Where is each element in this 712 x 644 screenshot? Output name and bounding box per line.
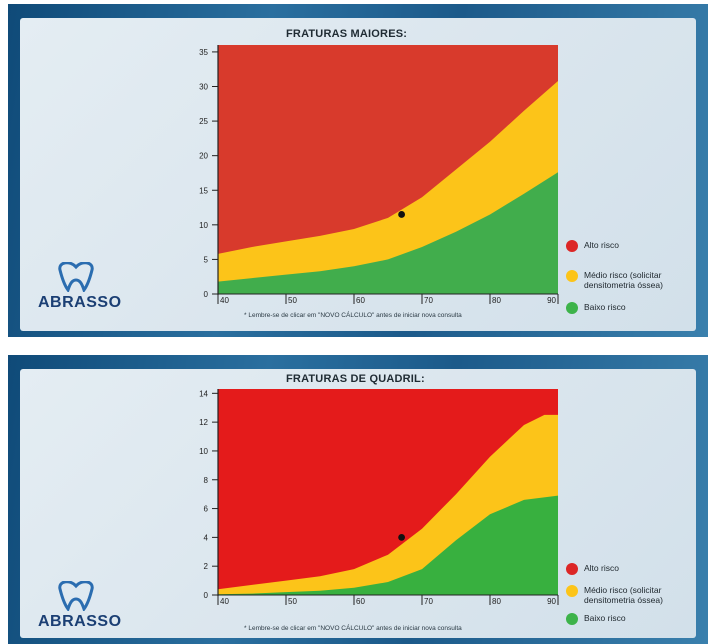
x-tick-label: 70 [424, 296, 433, 305]
y-tick-label: 0 [204, 591, 209, 600]
footnote: * Lembre-se de clicar em "NOVO CÁLCULO" … [244, 312, 462, 319]
tooth-logo-icon [58, 581, 94, 611]
legend-swatch [566, 302, 578, 314]
x-tick-label: 80 [492, 296, 501, 305]
x-tick-label: 40 [220, 296, 229, 305]
legend-label: Baixo risco [584, 613, 626, 623]
brand-name: ABRASSO [38, 294, 122, 311]
y-tick-label: 25 [199, 117, 208, 126]
x-tick-label: 50 [288, 296, 297, 305]
brand-name: ABRASSO [38, 613, 122, 630]
legend-swatch [566, 563, 578, 575]
legend-label: Médio risco (solicitar densitometria ósse… [584, 270, 663, 290]
y-tick-label: 35 [199, 48, 208, 57]
legend-label: Médio risco (solicitar densitometria ósse… [584, 585, 663, 605]
y-tick-label: 10 [199, 221, 208, 230]
y-tick-label: 6 [204, 505, 209, 514]
chart-card: FRATURAS MAIORES: 0 5 10 15 20 25 30 35 40 50 60 70… [20, 18, 696, 331]
chart-fraturas-maiores: 0 5 10 15 20 25 30 35 40 50 60 70 80 90 [199, 45, 559, 305]
low-risk-area [218, 495, 558, 595]
legend-swatch [566, 270, 578, 282]
y-tick-label: 12 [199, 418, 208, 427]
legend-label: Alto risco [584, 563, 619, 573]
y-tick-label: 5 [204, 255, 209, 264]
x-tick-label: 40 [220, 597, 229, 606]
y-tick-label: 4 [204, 533, 209, 542]
chart-card: FRATURAS DE QUADRIL: 0 2 4 6 8 10 12 14 40 50 60 70… [20, 369, 696, 638]
low-risk-area [218, 172, 558, 294]
x-tick-label: 90 [547, 296, 556, 305]
x-tick-label: 90 [547, 597, 556, 606]
chart-title: FRATURAS DE QUADRIL: [286, 373, 425, 385]
chart-title: FRATURAS MAIORES: [286, 28, 408, 40]
y-tick-label: 15 [199, 186, 208, 195]
x-tick-label: 80 [492, 597, 501, 606]
patient-point [398, 211, 405, 218]
y-tick-label: 8 [204, 476, 209, 485]
y-tick-label: 20 [199, 152, 208, 161]
y-tick-label: 0 [204, 290, 209, 299]
legend-swatch [566, 585, 578, 597]
y-tick-label: 30 [199, 83, 208, 92]
x-tick-label: 70 [424, 597, 433, 606]
tooth-logo-icon [58, 262, 94, 292]
chart-fraturas-quadril: 0 2 4 6 8 10 12 14 40 50 60 70 80 90 [199, 389, 559, 606]
y-tick-label: 2 [204, 562, 209, 571]
x-tick-label: 50 [288, 597, 297, 606]
legend-label: Alto risco [584, 240, 619, 250]
y-tick-label: 10 [199, 447, 208, 456]
chart-panel-fraturas-quadril: FRATURAS DE QUADRIL: 0 2 4 6 8 10 12 14 40 50 60 70… [8, 355, 708, 644]
legend-swatch [566, 613, 578, 625]
patient-point [398, 533, 405, 541]
x-tick-label: 60 [356, 597, 365, 606]
y-tick-label: 14 [199, 389, 208, 398]
legend-label: Baixo risco [584, 302, 626, 312]
x-tick-label: 60 [356, 296, 365, 305]
chart-panel-fraturas-maiores: FRATURAS MAIORES: 0 5 10 15 20 25 30 35 40 50 60 70… [8, 4, 708, 337]
legend-swatch [566, 240, 578, 252]
footnote: * Lembre-se de clicar em "NOVO CÁLCULO" … [244, 625, 462, 632]
